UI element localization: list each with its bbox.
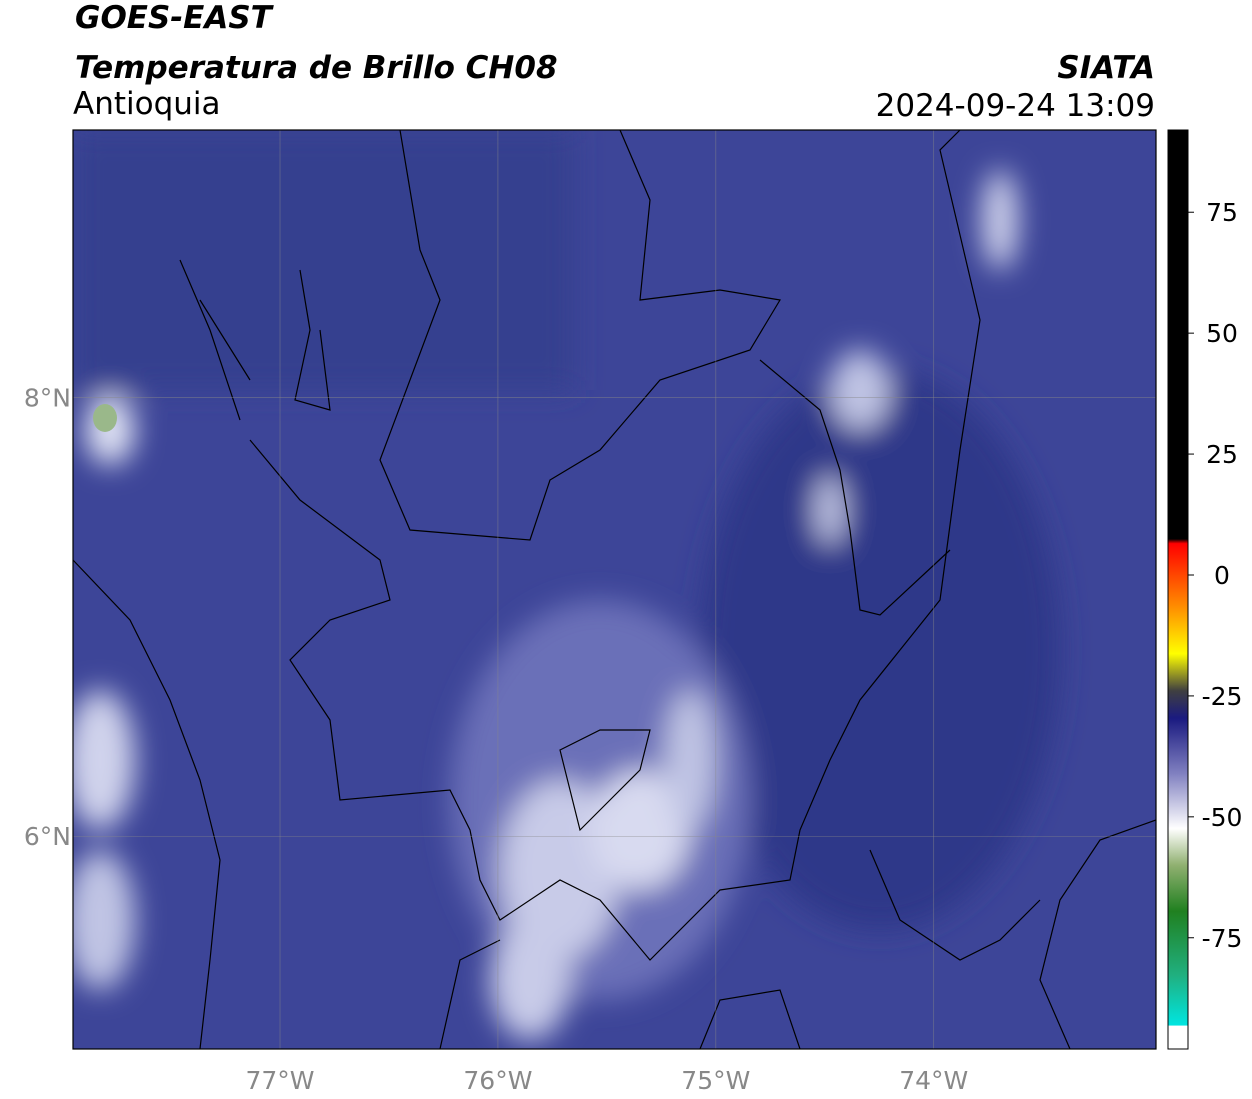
- borders: [73, 130, 1156, 1049]
- colorbar-tick-label: -75: [1202, 924, 1243, 953]
- colorbar-tick-label: 25: [1206, 440, 1238, 469]
- colorbar-tick-label: 50: [1206, 319, 1238, 348]
- colorbar-tick-label: 0: [1214, 561, 1230, 590]
- lon-tick-label: 77°W: [245, 1066, 314, 1095]
- colorbar: [1167, 129, 1189, 1050]
- lat-tick-label: 8°N: [24, 384, 71, 413]
- cloud-field: [73, 130, 1060, 1040]
- lon-tick-label: 74°W: [899, 1066, 968, 1095]
- datetime-label: 2024-09-24 13:09: [876, 88, 1155, 124]
- satellite-title: GOES-EAST: [75, 0, 275, 36]
- region-label: Antioquia: [73, 86, 221, 122]
- source-label: SIATA: [1057, 50, 1155, 86]
- lon-tick-label: 76°W: [463, 1066, 532, 1095]
- map-frame: [72, 129, 1157, 1050]
- colorbar-tick-label: 75: [1206, 198, 1238, 227]
- cold-cloud: [93, 404, 117, 432]
- lon-tick-label: 75°W: [681, 1066, 750, 1095]
- lat-tick-label: 6°N: [24, 822, 71, 851]
- product-title: Temperatura de Brillo CH08: [75, 50, 558, 86]
- map-image: [73, 130, 1156, 1049]
- colorbar-tick-label: -25: [1202, 682, 1243, 711]
- colorbar-tick-label: -50: [1202, 803, 1243, 832]
